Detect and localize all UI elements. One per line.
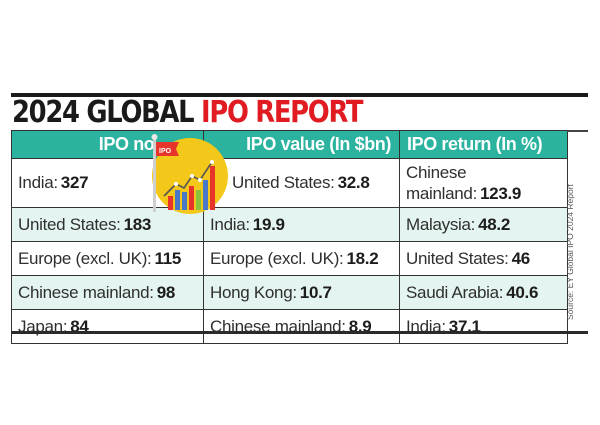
country-label: Europe (excl. UK): — [210, 248, 344, 268]
header-ipo-value: IPO value (In $bn) — [203, 130, 400, 159]
country-label: United States: — [406, 248, 509, 268]
country-label: Chinese mainland: — [18, 282, 154, 302]
title-part-black: 2024 GLOBAL — [12, 95, 195, 130]
table-cell: India: 37.1 — [399, 309, 568, 344]
table-cell: Japan: 84 — [11, 309, 204, 344]
value: 19.9 — [252, 214, 285, 234]
country-label: United States: — [232, 173, 335, 192]
table-cell: India: 19.9 — [203, 207, 400, 242]
value: 32.8 — [337, 173, 370, 192]
value: 84 — [70, 316, 89, 336]
value: 183 — [123, 214, 152, 234]
top-rule — [11, 93, 588, 97]
flag-label: IPO — [159, 148, 172, 155]
table-row: United States: 183 India: 19.9 Malaysia: 48… — [11, 207, 568, 242]
bottom-rule — [11, 331, 588, 334]
value: 40.6 — [506, 282, 539, 302]
table-cell: Europe (excl. UK): 18.2 — [203, 241, 400, 276]
value: 48.2 — [478, 214, 510, 234]
country-label: United States: — [18, 214, 121, 234]
table-row: Chinese mainland: 98 Hong Kong: 10.7 Saudi… — [11, 275, 568, 310]
ipo-report-table: IPO no. IPO value (In $bn) IPO return (I… — [11, 130, 568, 344]
table-cell: Europe (excl. UK): 115 — [11, 241, 204, 276]
value: 46 — [511, 248, 531, 268]
country-label: Chinese mainland: — [210, 316, 346, 336]
value: 18.2 — [346, 248, 379, 268]
source-column — [567, 140, 589, 333]
table-cell: United States: 183 — [11, 207, 204, 242]
value: 10.7 — [299, 282, 332, 302]
table-cell: Hong Kong: 10.7 — [203, 275, 400, 310]
table-cell: Malaysia: 48.2 — [399, 207, 568, 242]
country-label: India: — [210, 214, 250, 234]
table-row: India: 327 United States: 32.8 Chinese mai… — [11, 158, 568, 208]
table-row: Japan: 84 Chinese mainland: 8.9 India: 37.1 — [11, 309, 568, 344]
value: 123.9 — [480, 184, 522, 203]
value: 8.9 — [348, 316, 372, 336]
table-cell: Saudi Arabia: 40.6 — [399, 275, 568, 310]
value: 115 — [154, 248, 182, 268]
value: 37.1 — [448, 316, 481, 336]
table-cell: Chinese mainland: 98 — [11, 275, 204, 310]
country-label: India: — [406, 316, 446, 336]
page-title: 2024 GLOBAL IPO REPORT — [12, 95, 363, 130]
source-note: Source: EY Global IPO 2024 Report — [565, 184, 575, 320]
country-label: Japan: — [18, 316, 68, 336]
table-cell: United States: 32.8 — [203, 158, 400, 208]
country-label: India: — [18, 173, 58, 192]
country-label: Hong Kong: — [210, 282, 297, 302]
country-label: Chinese mainland: — [406, 163, 478, 203]
title-part-red: IPO REPORT — [201, 95, 363, 130]
table-header-row: IPO no. IPO value (In $bn) IPO return (I… — [11, 130, 568, 159]
value: 98 — [156, 282, 176, 302]
ipo-report-table-wrapper: IPO no. IPO value (In $bn) IPO return (I… — [11, 130, 589, 344]
table-cell: Chinese mainland: 8.9 — [203, 309, 400, 344]
table-cell: Chinese mainland: 123.9 — [399, 158, 568, 208]
table-cell: United States: 46 — [399, 241, 568, 276]
country-label: Malaysia: — [406, 214, 476, 234]
header-ipo-return: IPO return (In %) — [399, 130, 568, 159]
ipo-growth-chart-icon: IPO — [151, 134, 228, 214]
header-rule-extension — [567, 130, 588, 132]
country-label: Saudi Arabia: — [406, 282, 504, 302]
table-row: Europe (excl. UK): 115 Europe (excl. UK):… — [11, 241, 568, 276]
country-label: Europe (excl. UK): — [18, 248, 152, 268]
value: 327 — [60, 173, 89, 192]
